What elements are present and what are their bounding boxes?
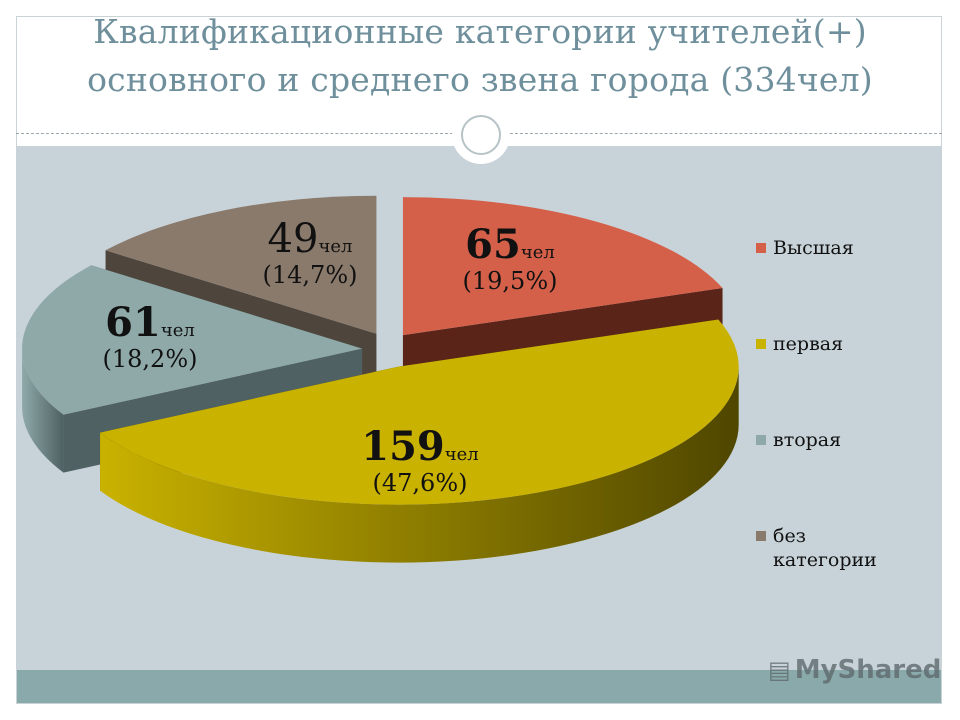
slice-value: 49 bbox=[267, 216, 319, 262]
slide-frame bbox=[16, 16, 942, 704]
watermark: ▤ MyShared bbox=[768, 655, 941, 685]
legend-item-bez-kategorii: без категории bbox=[756, 524, 877, 572]
slice-pervaya-outer-wall-0 bbox=[100, 366, 739, 563]
slice-vysshaya bbox=[402, 197, 723, 336]
slice-percent: (47,6%) bbox=[372, 469, 468, 497]
slice-value: 65 bbox=[465, 221, 521, 268]
slice-label-vysshaya: 65чел (19,5%) bbox=[430, 224, 590, 296]
slice-label-bez-kategorii: 49чел (14,7%) bbox=[240, 218, 380, 290]
legend-label: вторая bbox=[773, 429, 842, 451]
legend-swatch bbox=[756, 243, 766, 253]
slice-unit: чел bbox=[444, 444, 479, 465]
slice-unit: чел bbox=[520, 242, 555, 263]
slice-vtoraya-outer-wall-0 bbox=[22, 348, 64, 473]
slice-label-pervaya: 159чел (47,6%) bbox=[330, 426, 510, 498]
legend-label: без bbox=[773, 525, 807, 547]
legend-item-vysshaya: Высшая bbox=[756, 236, 854, 260]
legend-label: Высшая bbox=[773, 237, 854, 259]
slice-bez-kategorii bbox=[105, 195, 377, 334]
legend-item-pervaya: первая bbox=[756, 332, 843, 356]
presentation-icon: ▤ bbox=[768, 656, 791, 684]
title-line-2: основного и среднего звена города (334че… bbox=[87, 60, 873, 99]
slice-vtoraya bbox=[22, 265, 363, 415]
slice-percent: (14,7%) bbox=[262, 261, 358, 289]
legend-label-text: без категории bbox=[773, 524, 877, 572]
legend-label: первая bbox=[773, 333, 844, 355]
slice-unit: чел bbox=[318, 236, 353, 257]
slice-percent: (19,5%) bbox=[462, 267, 558, 295]
legend-swatch bbox=[756, 339, 766, 349]
slice-pervaya bbox=[100, 319, 739, 505]
slice-value: 61 bbox=[105, 299, 161, 346]
pie-top-faces bbox=[22, 195, 739, 505]
legend-label-line-2: категории bbox=[773, 549, 877, 571]
slice-value: 159 bbox=[361, 423, 445, 470]
legend-swatch bbox=[756, 435, 766, 445]
slice-percent: (18,2%) bbox=[102, 345, 198, 373]
title-line-1: Квалификационные категории учителей(+) bbox=[93, 12, 867, 51]
legend-item-vtoraya: вторая bbox=[756, 428, 841, 452]
slice-unit: чел bbox=[160, 320, 195, 341]
ring-icon bbox=[461, 115, 501, 155]
watermark-text: MyShared bbox=[794, 655, 942, 685]
legend-swatch bbox=[756, 531, 766, 541]
slide-title: Квалификационные категории учителей(+) о… bbox=[0, 8, 960, 104]
footer-band bbox=[17, 670, 941, 703]
slice-label-vtoraya: 61чел (18,2%) bbox=[80, 302, 220, 374]
